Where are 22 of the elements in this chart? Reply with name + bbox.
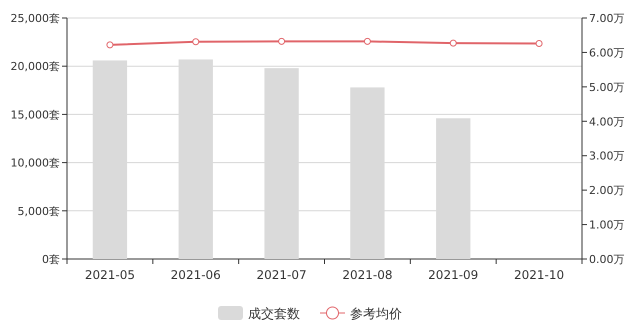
y-tick-label: 0套: [42, 253, 60, 266]
y2-tick-label: 6.00万: [589, 46, 624, 60]
y2-tick-label: 2.00万: [589, 184, 624, 198]
x-tick-label: 2021-07: [256, 268, 307, 282]
y2-tick-label: 4.00万: [589, 115, 624, 128]
y-tick-label: 15,000套: [10, 108, 60, 122]
y2-tick-label: 1.00万: [589, 218, 624, 232]
y2-tick-label: 5.00万: [589, 80, 624, 94]
legend-label: 成交套数: [248, 306, 300, 322]
x-tick-label: 2021-09: [428, 268, 478, 282]
x-tick-label: 2021-10: [514, 268, 564, 282]
x-tick-label: 2021-06: [170, 268, 221, 282]
y2-tick-label: 7.00万: [589, 12, 624, 25]
y-tick-label: 20,000套: [10, 60, 60, 74]
x-tick-label: 2021-08: [342, 268, 392, 282]
legend-label: 参考均价: [350, 307, 402, 322]
y2-tick-label: 3.00万: [589, 150, 624, 163]
y2-tick-label: 0.00万: [589, 253, 624, 266]
y-tick-label: 25,000套: [10, 12, 60, 25]
y-tick-label: 5,000套: [18, 204, 60, 218]
x-tick-label: 2021-05: [84, 268, 135, 282]
y-tick-label: 10,000套: [10, 156, 60, 170]
